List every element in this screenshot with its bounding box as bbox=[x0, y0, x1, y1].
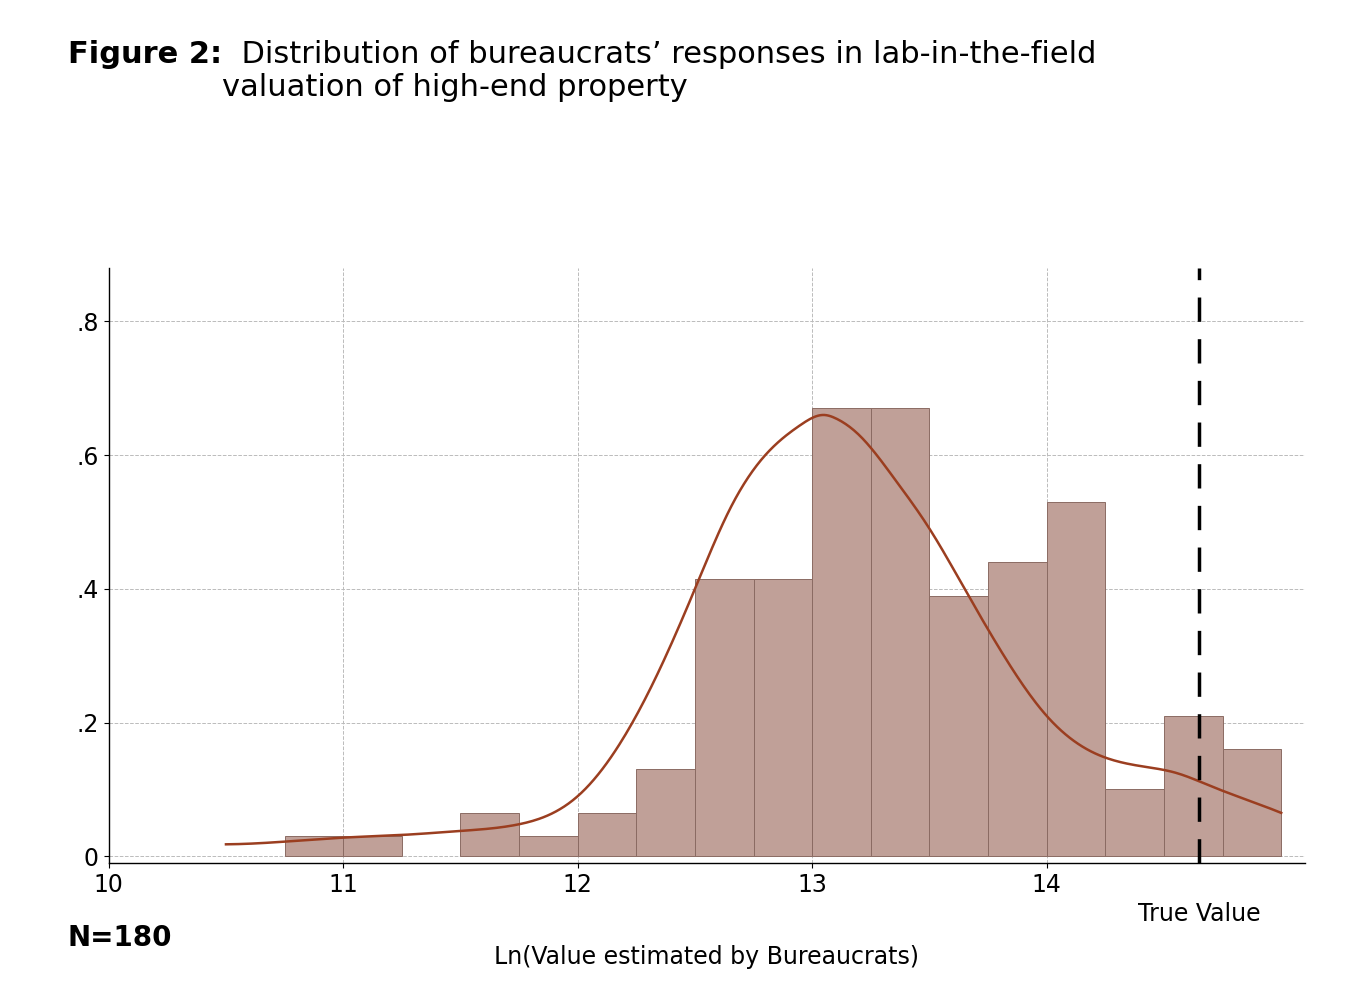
Bar bbox=[636, 770, 694, 856]
Bar bbox=[461, 812, 519, 856]
X-axis label: Ln(Value estimated by Bureaucrats): Ln(Value estimated by Bureaucrats) bbox=[495, 945, 919, 969]
Bar bbox=[871, 409, 930, 856]
Bar bbox=[578, 812, 636, 856]
Text: N=180: N=180 bbox=[68, 925, 173, 952]
Bar bbox=[754, 578, 813, 856]
Text: True Value: True Value bbox=[1137, 902, 1260, 926]
Bar bbox=[1046, 502, 1105, 856]
Bar bbox=[284, 836, 344, 856]
Bar bbox=[1223, 749, 1282, 856]
Bar bbox=[813, 409, 871, 856]
Bar bbox=[1163, 716, 1223, 856]
Bar bbox=[344, 836, 402, 856]
Bar bbox=[930, 595, 988, 856]
Bar bbox=[1105, 790, 1163, 856]
Bar bbox=[988, 562, 1046, 856]
Text: Distribution of bureaucrats’ responses in lab-in-the-field
valuation of high-end: Distribution of bureaucrats’ responses i… bbox=[222, 40, 1095, 102]
Bar bbox=[519, 836, 578, 856]
Text: Figure 2:: Figure 2: bbox=[68, 40, 222, 68]
Bar bbox=[694, 578, 754, 856]
